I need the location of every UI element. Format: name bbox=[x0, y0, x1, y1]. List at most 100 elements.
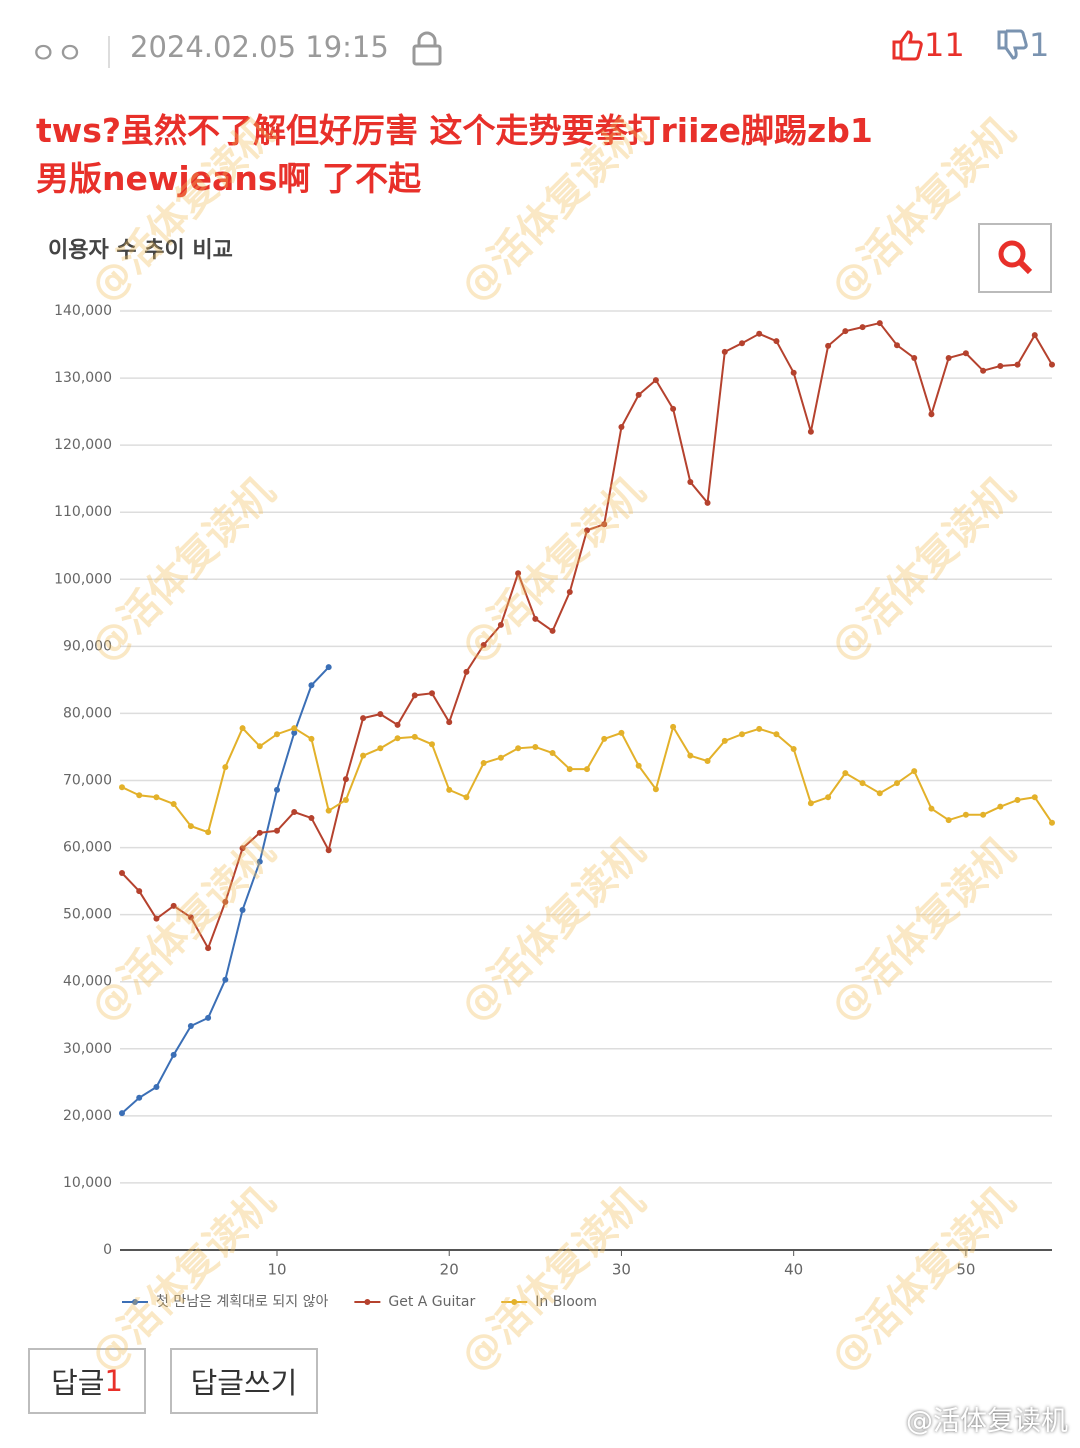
data-point bbox=[429, 741, 435, 748]
data-point bbox=[1049, 819, 1055, 826]
data-point bbox=[584, 766, 590, 773]
data-point bbox=[325, 664, 332, 671]
data-point bbox=[618, 424, 625, 431]
data-point bbox=[618, 729, 625, 736]
data-point bbox=[342, 776, 349, 783]
separator bbox=[108, 36, 110, 68]
data-point bbox=[1014, 796, 1021, 803]
legend-marker bbox=[132, 1299, 138, 1305]
y-tick-label: 130,000 bbox=[54, 370, 112, 386]
data-point bbox=[153, 915, 160, 922]
post-date: 2024.02.05 19:15 bbox=[130, 30, 389, 64]
y-tick-label: 90,000 bbox=[63, 638, 112, 654]
data-point bbox=[687, 752, 694, 759]
data-point bbox=[687, 479, 694, 486]
data-point bbox=[342, 796, 349, 803]
data-point bbox=[773, 731, 780, 738]
data-point bbox=[119, 1110, 125, 1117]
data-point bbox=[377, 711, 384, 718]
data-point bbox=[1049, 361, 1055, 368]
like-button[interactable]: 11 bbox=[890, 26, 965, 64]
thumb-down-icon bbox=[997, 29, 1028, 60]
data-point bbox=[566, 766, 573, 773]
data-point bbox=[1014, 361, 1021, 368]
data-point bbox=[825, 794, 832, 801]
data-point bbox=[274, 731, 280, 738]
data-point bbox=[790, 369, 797, 376]
data-point bbox=[222, 976, 229, 983]
data-point bbox=[980, 367, 987, 374]
data-point bbox=[962, 811, 969, 818]
data-point bbox=[446, 719, 453, 726]
y-tick-label: 80,000 bbox=[63, 705, 112, 721]
comment-line: tws?虽然不了解但好厉害 这个走势要拳打riize脚踢zb1 bbox=[36, 111, 873, 150]
data-point bbox=[497, 621, 504, 628]
data-point bbox=[222, 898, 229, 905]
data-point bbox=[256, 743, 263, 750]
data-point bbox=[136, 1094, 143, 1101]
data-point bbox=[739, 340, 745, 347]
lock-icon bbox=[412, 31, 442, 66]
data-point bbox=[584, 527, 590, 534]
data-point bbox=[256, 858, 263, 865]
data-point bbox=[429, 690, 435, 697]
chart: 이용자 수 추이 비교 0 10,000 20,000 30,000 40,000 50,… bbox=[48, 223, 1055, 1310]
data-point bbox=[480, 760, 487, 767]
data-point bbox=[308, 735, 315, 742]
y-tick-label: 110,000 bbox=[54, 504, 112, 520]
replies-label: 답글 bbox=[51, 1366, 105, 1400]
y-tick-label: 120,000 bbox=[54, 437, 112, 453]
data-point bbox=[532, 743, 539, 750]
data-point bbox=[532, 615, 539, 622]
data-point bbox=[704, 499, 711, 506]
data-point bbox=[274, 827, 280, 834]
data-point bbox=[721, 348, 728, 355]
y-tick-label: 30,000 bbox=[63, 1041, 112, 1057]
x-tick-label: 50 bbox=[956, 1261, 975, 1279]
data-point bbox=[807, 428, 814, 435]
data-point bbox=[239, 906, 246, 913]
data-point bbox=[980, 811, 987, 818]
legend-marker bbox=[511, 1299, 518, 1305]
data-point bbox=[291, 729, 298, 736]
data-point bbox=[205, 1014, 212, 1021]
author: ㅇㅇ bbox=[30, 36, 84, 70]
data-point bbox=[360, 752, 367, 759]
search-button[interactable] bbox=[978, 223, 1052, 293]
data-point bbox=[136, 888, 143, 895]
data-point bbox=[256, 829, 263, 836]
data-point bbox=[515, 570, 522, 577]
data-point bbox=[859, 324, 866, 331]
data-point bbox=[170, 1051, 177, 1058]
y-tick-label: 140,000 bbox=[54, 303, 112, 319]
data-point bbox=[739, 731, 745, 738]
data-point bbox=[670, 405, 677, 412]
data-point bbox=[1031, 332, 1038, 339]
data-point bbox=[205, 945, 212, 952]
data-point bbox=[756, 725, 763, 732]
data-point bbox=[187, 823, 194, 830]
data-point bbox=[756, 330, 763, 337]
legend-label: 첫 만남은 계획대로 되지 않아 bbox=[156, 1294, 328, 1310]
x-tick-label: 10 bbox=[267, 1261, 286, 1279]
data-point bbox=[119, 870, 125, 877]
data-point bbox=[928, 805, 935, 812]
data-point bbox=[601, 521, 608, 528]
data-point bbox=[601, 735, 608, 742]
data-point bbox=[360, 715, 367, 722]
series-line bbox=[121, 666, 330, 1114]
data-point bbox=[325, 807, 332, 814]
data-point bbox=[859, 780, 866, 787]
weibo-credit: @活体复读机 bbox=[906, 1406, 1068, 1437]
y-tick-label: 50,000 bbox=[63, 907, 112, 923]
write-reply-button[interactable]: 답글쓰기 bbox=[170, 1348, 318, 1414]
data-point bbox=[325, 847, 332, 854]
y-tick-label: 20,000 bbox=[63, 1108, 112, 1124]
data-point bbox=[394, 721, 401, 728]
replies-button[interactable]: 답글 1 bbox=[28, 1348, 146, 1414]
data-point bbox=[119, 784, 125, 791]
dislike-button[interactable]: 1 bbox=[995, 26, 1049, 64]
x-tick-label: 30 bbox=[612, 1261, 631, 1279]
data-point bbox=[239, 845, 246, 852]
data-point bbox=[945, 817, 952, 824]
